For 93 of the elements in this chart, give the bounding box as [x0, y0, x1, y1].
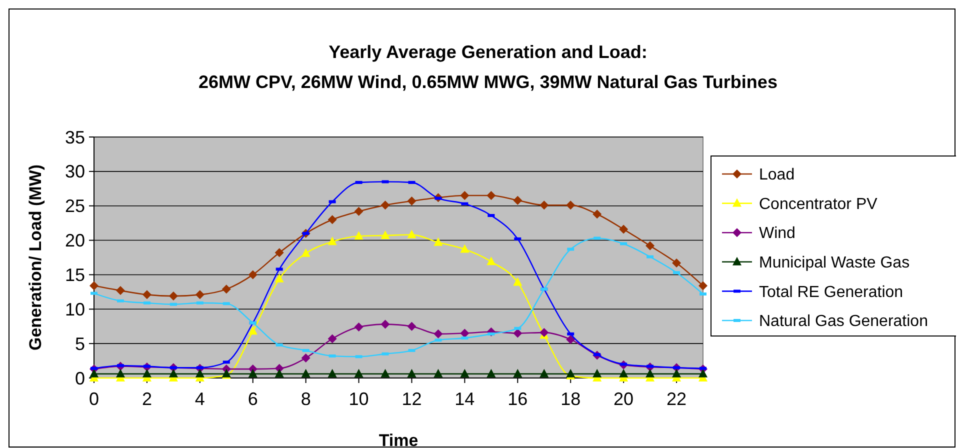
- y-tick-label: 20: [64, 230, 85, 251]
- point: [354, 368, 364, 378]
- point: [672, 368, 682, 378]
- x-tick-label: 6: [248, 389, 258, 409]
- point: [698, 281, 708, 290]
- point: [248, 326, 258, 335]
- point: [407, 230, 416, 238]
- point: [142, 290, 152, 300]
- y-tick-label: 15: [64, 265, 85, 286]
- point: [274, 274, 284, 282]
- legend-label: Total RE Generation: [759, 284, 904, 301]
- legend-label: Concentrator PV: [759, 196, 878, 213]
- legend-label: Wind: [759, 225, 796, 242]
- point: [354, 206, 364, 216]
- point: [328, 236, 337, 246]
- x-tick-label: 0: [88, 389, 100, 409]
- y-tick-label: 30: [64, 162, 85, 182]
- point: [168, 292, 178, 301]
- point: [248, 270, 258, 280]
- legend-label: Load: [759, 166, 795, 184]
- point: [434, 368, 443, 378]
- y-tick-label: 35: [64, 127, 85, 148]
- y-tick-label: 25: [64, 196, 85, 216]
- point: [672, 258, 682, 268]
- point: [222, 284, 231, 294]
- point: [90, 281, 98, 290]
- point: [619, 368, 628, 378]
- point: [486, 191, 496, 200]
- x-tick-label: 2: [142, 389, 152, 409]
- x-tick-label: 20: [614, 389, 634, 409]
- point: [407, 368, 416, 378]
- point: [380, 320, 390, 329]
- x-axis-title: Time: [378, 431, 418, 448]
- y-tick-label: 5: [74, 334, 85, 354]
- point: [698, 368, 708, 378]
- point: [354, 322, 364, 332]
- point: [195, 290, 204, 300]
- point: [274, 368, 284, 378]
- point: [274, 248, 284, 258]
- point: [142, 368, 152, 378]
- chart-subtitle: 26MW CPV, 26MW Wind, 0.65MW MWG, 39MW Natural Gas Turbines: [198, 72, 778, 92]
- x-tick-label: 8: [300, 389, 311, 409]
- point: [540, 200, 549, 210]
- point: [380, 368, 390, 378]
- point: [328, 215, 337, 224]
- point: [301, 248, 310, 257]
- point: [646, 368, 655, 378]
- point: [380, 200, 390, 210]
- x-tick-label: 4: [194, 389, 205, 409]
- point: [354, 231, 364, 240]
- point: [486, 368, 496, 378]
- point: [460, 244, 470, 253]
- point: [513, 196, 522, 205]
- point: [540, 368, 549, 378]
- point: [116, 368, 125, 378]
- point: [592, 210, 602, 219]
- x-tick-label: 22: [666, 389, 687, 409]
- point: [592, 368, 602, 378]
- point: [513, 368, 522, 378]
- point: [513, 277, 522, 286]
- point: [407, 322, 416, 331]
- y-tick-label: 0: [74, 368, 85, 388]
- point: [460, 368, 470, 378]
- point: [513, 328, 522, 338]
- point: [116, 286, 125, 296]
- point: [566, 200, 576, 210]
- x-tick-label: 12: [402, 389, 422, 409]
- point: [301, 354, 310, 363]
- point: [566, 334, 576, 344]
- x-tick-label: 10: [348, 389, 369, 409]
- point: [407, 196, 416, 206]
- legend-label: Municipal Waste Gas: [759, 254, 910, 272]
- y-axis-title: Generation/ Load (MW): [26, 164, 45, 351]
- point: [434, 329, 443, 338]
- point: [195, 368, 204, 378]
- point: [248, 368, 258, 378]
- x-tick-label: 16: [508, 389, 528, 409]
- point: [328, 334, 337, 344]
- point: [486, 256, 496, 266]
- point: [301, 368, 310, 378]
- y-tick-label: 10: [64, 299, 85, 320]
- chart-title: Yearly Average Generation and Load:: [328, 42, 648, 62]
- point: [619, 224, 628, 234]
- point: [168, 368, 178, 378]
- point: [460, 328, 470, 338]
- x-tick-label: 14: [454, 389, 475, 409]
- point: [460, 191, 470, 200]
- point: [380, 230, 390, 239]
- point: [646, 241, 655, 250]
- point: [328, 368, 337, 378]
- x-tick-label: 18: [560, 389, 581, 409]
- legend-label: Natural Gas Generation: [759, 313, 928, 330]
- point: [434, 237, 443, 246]
